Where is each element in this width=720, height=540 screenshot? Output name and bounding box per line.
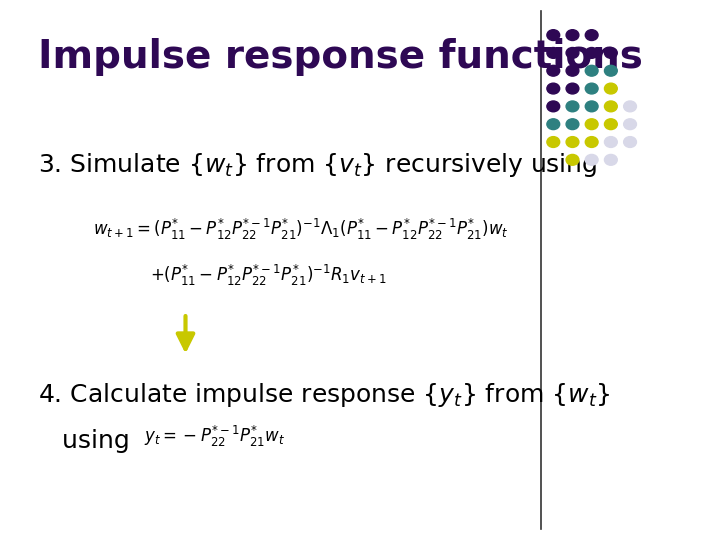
Circle shape xyxy=(585,119,598,130)
Text: 3. Simulate $\{w_t\}$ from $\{v_t\}$ recursively using: 3. Simulate $\{w_t\}$ from $\{v_t\}$ rec… xyxy=(38,151,598,179)
Circle shape xyxy=(605,154,617,165)
Circle shape xyxy=(585,83,598,94)
Text: $y_t = -P_{22}^{*-1} P_{21}^{*} w_t$: $y_t = -P_{22}^{*-1} P_{21}^{*} w_t$ xyxy=(144,424,285,449)
Circle shape xyxy=(566,101,579,112)
Circle shape xyxy=(566,119,579,130)
Circle shape xyxy=(624,137,636,147)
Circle shape xyxy=(547,83,559,94)
Circle shape xyxy=(624,101,636,112)
Circle shape xyxy=(605,83,617,94)
Circle shape xyxy=(547,137,559,147)
Circle shape xyxy=(547,65,559,76)
Circle shape xyxy=(547,101,559,112)
Text: Impulse response functions: Impulse response functions xyxy=(38,38,643,76)
Circle shape xyxy=(547,48,559,58)
Text: $+ (P_{11}^{*} - P_{12}^{*} P_{22}^{*-1} P_{21}^{*})^{-1} R_1 v_{t+1}$: $+ (P_{11}^{*} - P_{12}^{*} P_{22}^{*-1}… xyxy=(150,263,387,288)
Circle shape xyxy=(605,119,617,130)
Text: $w_{t+1} = (P_{11}^{*} - P_{12}^{*} P_{22}^{*-1} P_{21}^{*})^{-1} \Lambda_1 (P_{: $w_{t+1} = (P_{11}^{*} - P_{12}^{*} P_{2… xyxy=(93,217,508,242)
Circle shape xyxy=(566,65,579,76)
Circle shape xyxy=(605,65,617,76)
Circle shape xyxy=(566,137,579,147)
Circle shape xyxy=(624,119,636,130)
Circle shape xyxy=(585,101,598,112)
Circle shape xyxy=(547,119,559,130)
Circle shape xyxy=(566,83,579,94)
Circle shape xyxy=(566,30,579,40)
Circle shape xyxy=(605,48,617,58)
Circle shape xyxy=(547,30,559,40)
Text: 4. Calculate impulse response $\{y_t\}$ from $\{w_t\}$: 4. Calculate impulse response $\{y_t\}$ … xyxy=(38,381,611,409)
Circle shape xyxy=(605,137,617,147)
Text: using: using xyxy=(38,429,130,453)
Circle shape xyxy=(585,65,598,76)
Circle shape xyxy=(585,48,598,58)
Circle shape xyxy=(566,154,579,165)
Circle shape xyxy=(585,30,598,40)
Circle shape xyxy=(605,101,617,112)
Circle shape xyxy=(585,154,598,165)
Circle shape xyxy=(585,137,598,147)
Circle shape xyxy=(566,48,579,58)
